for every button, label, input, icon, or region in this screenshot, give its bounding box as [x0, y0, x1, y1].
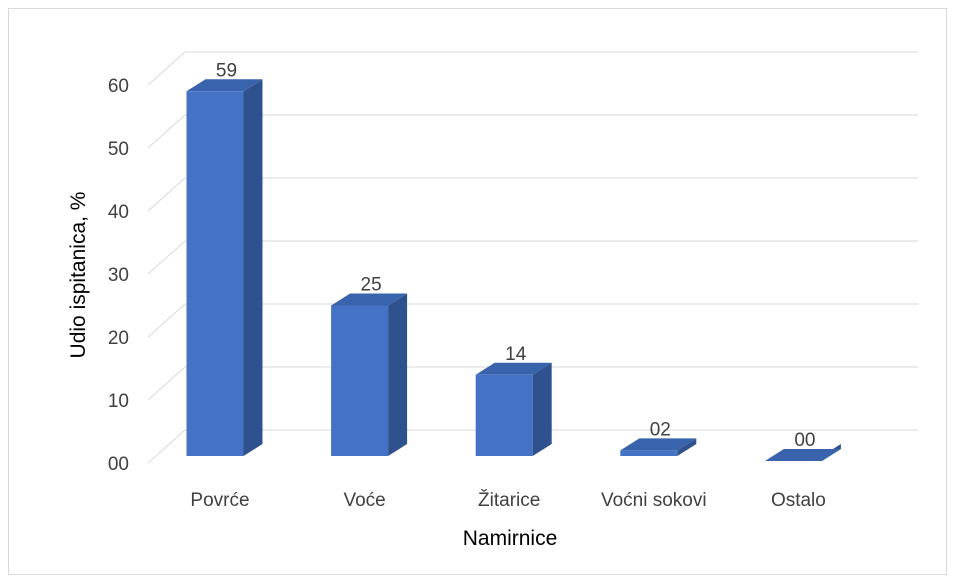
x-tick-label: Povrće [190, 490, 249, 511]
bar-top [331, 293, 408, 306]
bar-top [764, 449, 841, 461]
data-label: 00 [794, 430, 815, 451]
gridline [147, 303, 918, 338]
y-tick-label: 00 [108, 454, 129, 475]
bar-side [243, 79, 263, 457]
bar [620, 450, 678, 456]
data-label: 59 [216, 60, 237, 81]
bar-side [388, 293, 408, 456]
x-tick-label: Žitarice [478, 489, 540, 511]
x-tick-label: Voće [343, 490, 385, 511]
bar [475, 374, 533, 456]
x-axis-title: Namirnice [463, 527, 558, 550]
x-tick-label: Ostalo [771, 490, 826, 511]
bar [331, 305, 389, 456]
y-tick-label: 10 [108, 391, 129, 412]
labels: 00 10 20 30 40 50 60 59 Povrće 25 Voće 14 Žitarice 02… [108, 60, 826, 511]
bar-side [677, 438, 697, 456]
gridline [147, 51, 918, 86]
y-tick-label: 40 [108, 202, 129, 223]
gridlines [147, 51, 918, 464]
bar [186, 91, 244, 457]
x-tick-label: Voćni sokovi [601, 490, 707, 511]
y-tick-label: 20 [108, 328, 129, 349]
y-tick-label: 50 [108, 139, 129, 160]
bar-top [475, 362, 552, 375]
gridline [147, 240, 918, 275]
y-tick-label: 30 [108, 265, 129, 286]
bar-side [532, 362, 552, 456]
bars [186, 79, 841, 461]
bar-top [620, 438, 697, 451]
data-label: 25 [361, 275, 382, 296]
bar-top [186, 79, 263, 92]
gridline [147, 429, 918, 464]
data-label: 02 [650, 419, 671, 440]
y-tick-label: 60 [108, 76, 129, 97]
gridline [147, 177, 918, 212]
data-label: 14 [505, 344, 527, 365]
chart-frame [8, 8, 947, 575]
gridline [147, 114, 918, 149]
gridline [147, 366, 918, 401]
y-axis-title: Udio ispitanica, % [67, 192, 90, 359]
